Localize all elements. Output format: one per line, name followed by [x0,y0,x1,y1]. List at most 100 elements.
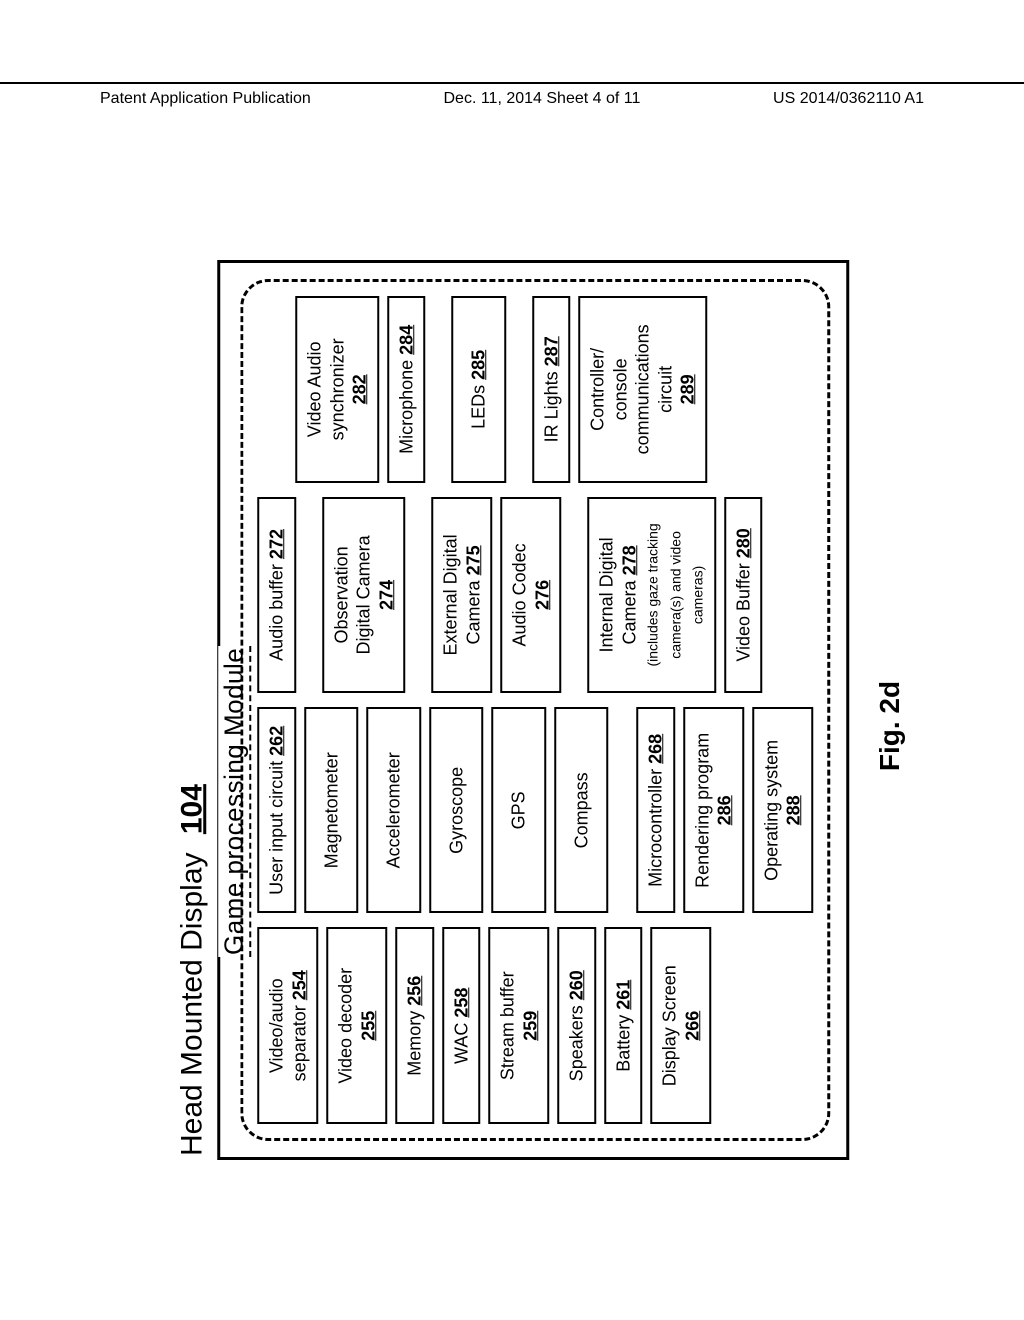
page: Patent Application Publication Dec. 11, … [0,0,1024,1320]
box-magnetometer: Magnetometer [304,707,359,913]
game-processing-module-boundary: Video/audio separator 254 Video decoder … [240,279,830,1141]
box-battery: Battery 261 [604,928,643,1125]
label: GPS [508,791,528,829]
box-memory: Memory 256 [395,928,434,1125]
label: Video Buffer [733,563,753,661]
label: Operating system [761,740,781,881]
label: Battery [613,1015,633,1072]
ref-num: 256 [404,976,424,1006]
header-right: US 2014/0362110 A1 [773,90,924,108]
label: Internal Digital [596,537,616,652]
label: Stream buffer [497,971,517,1080]
ref-num: 272 [266,529,286,559]
box-video-audio-synchronizer: Video Audio synchronizer 282 [295,296,379,483]
ref-num: 288 [783,795,803,825]
box-speakers: Speakers 260 [557,928,596,1125]
label: Speakers [566,1005,586,1081]
ref-num: 276 [532,580,552,610]
label: Magnetometer [321,752,341,868]
spacer [257,296,287,483]
box-user-input-circuit: User input circuit 262 [257,707,296,913]
ref-num: 259 [520,1011,540,1041]
ref-num: 258 [451,988,471,1018]
label: LEDs [468,385,488,429]
box-observation-camera: Observation Digital Camera 274 [322,497,406,694]
box-microcontroller: Microcontroller 268 [636,707,675,913]
label: WAC [451,1023,471,1064]
label: Audio Codec [509,543,529,646]
box-gps: GPS [491,707,546,913]
hmd-title: Head Mounted Display 104 [175,260,209,1160]
hmd-title-text: Head Mounted Display [175,852,208,1156]
ref-num: 254 [289,970,309,1000]
spacer [304,497,314,694]
label: communications [632,324,652,454]
label: Memory [404,1011,424,1076]
ref-num: 262 [266,726,286,756]
label: User input circuit [266,761,286,895]
label: Accelerometer [383,752,403,868]
ref-num: 255 [358,1011,378,1041]
label: Observation [331,546,351,643]
spacer [433,296,443,483]
label: separator [289,1005,309,1081]
box-audio-buffer: Audio buffer 272 [257,497,296,694]
label: Controller/ [587,348,607,431]
label: Digital Camera [353,535,373,654]
box-accelerometer: Accelerometer [366,707,421,913]
hmd-title-number: 104 [175,784,208,834]
label: Rendering program [692,733,712,888]
box-microphone: Microphone 284 [387,296,426,483]
box-display-screen: Display Screen 266 [650,928,711,1125]
label: External Digital [440,534,460,655]
figure-caption: Fig. 2d [874,681,906,771]
box-gyroscope: Gyroscope [429,707,484,913]
ref-num: 274 [376,580,396,610]
box-rendering-program: Rendering program 286 [683,707,744,913]
ref-num: 275 [463,545,483,575]
box-video-decoder: Video decoder 255 [326,928,387,1125]
spacer [514,296,524,483]
column-1: Video/audio separator 254 Video decoder … [257,928,813,1125]
label: Gyroscope [446,767,466,854]
box-compass: Compass [554,707,609,913]
ref-num: 282 [349,374,369,404]
ref-num: 261 [613,980,633,1010]
hmd-outer-box: Game processing Module Video/audio separ… [217,260,849,1160]
label: IR Lights [541,371,561,442]
spacer [413,497,423,694]
box-video-buffer: Video Buffer 280 [724,497,763,694]
label: console [610,358,630,420]
ref-num: 278 [619,545,639,575]
box-stream-buffer: Stream buffer 259 [488,928,549,1125]
label: Camera [619,580,639,644]
column-3: Audio buffer 272 Observation Digital Cam… [257,497,813,694]
box-leds: LEDs 285 [451,296,506,483]
hmd-diagram: Head Mounted Display 104 Game processing… [175,260,849,1160]
label: Video Audio [304,341,324,437]
header-center: Dec. 11, 2014 Sheet 4 of 11 [443,90,640,108]
spacer [616,707,628,913]
ref-num: 268 [645,734,665,764]
label: Compass [571,772,591,848]
ref-num: 285 [468,350,488,380]
ref-num: 289 [677,374,697,404]
column-2: User input circuit 262 Magnetometer Acce… [257,707,813,913]
ref-num: 260 [566,970,586,1000]
ref-num: 266 [682,1011,702,1041]
box-video-audio-separator: Video/audio separator 254 [257,928,318,1125]
page-header: Patent Application Publication Dec. 11, … [0,82,1024,108]
ref-num: 280 [733,528,753,558]
label: circuit [655,366,675,413]
label: Audio buffer [266,564,286,661]
label: Video decoder [335,968,355,1084]
label: Display Screen [659,965,679,1086]
box-controller-console-comm: Controller/ console communications circu… [578,296,707,483]
diagram-rotated-wrapper: Head Mounted Display 104 Game processing… [175,260,849,1160]
box-audio-codec: Audio Codec 276 [500,497,561,694]
label: synchronizer [327,338,347,440]
header-left: Patent Application Publication [100,90,311,108]
column-4: Video Audio synchronizer 282 Microphone … [257,296,813,483]
box-operating-system: Operating system 288 [752,707,813,913]
spacer [569,497,579,694]
